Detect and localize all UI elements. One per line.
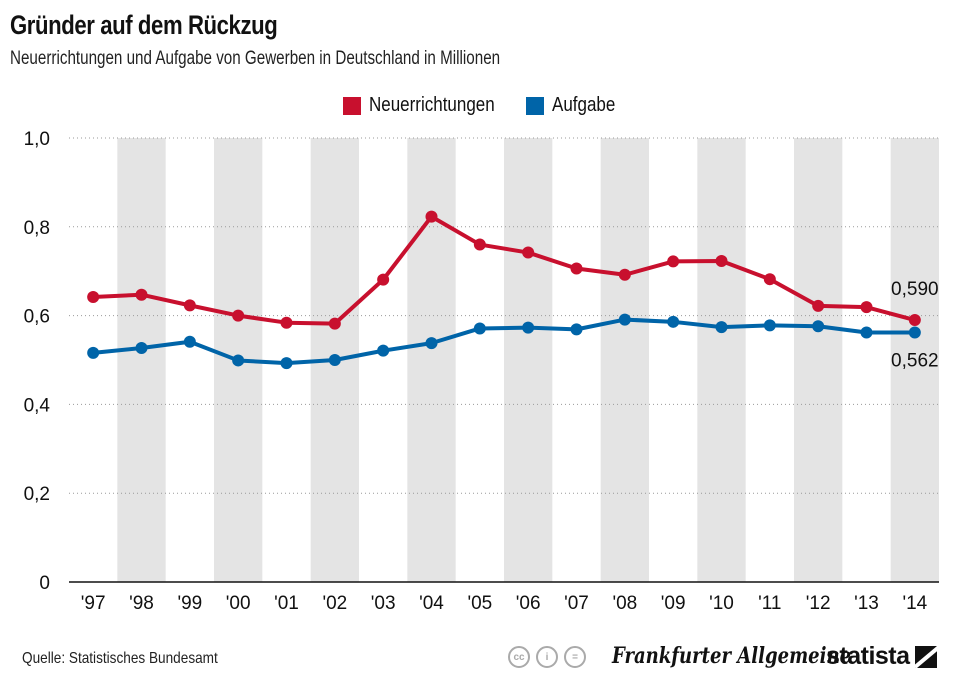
data-point-neuerrichtungen [908, 314, 921, 327]
data-point-neuerrichtungen [667, 255, 680, 268]
data-point-aufgabe [87, 346, 100, 359]
x-tick-label: '13 [854, 593, 879, 614]
x-tick-label: '11 [758, 593, 781, 614]
data-point-neuerrichtungen [87, 290, 100, 303]
y-tick-label: 0 [39, 573, 50, 594]
statista-wordmark: statista [826, 642, 910, 670]
data-point-neuerrichtungen [570, 262, 583, 275]
data-point-neuerrichtungen [232, 309, 245, 322]
data-point-neuerrichtungen [328, 317, 341, 330]
chart-title: Gründer auf dem Rückzug [10, 10, 278, 40]
legend-item-neuerrichtungen: Neuerrichtungen [343, 94, 517, 117]
x-tick-label: '06 [516, 593, 541, 614]
column-band [697, 138, 746, 582]
data-point-neuerrichtungen [715, 254, 728, 267]
legend-swatch-aufgabe [526, 96, 544, 115]
data-point-aufgabe [570, 323, 583, 336]
data-point-neuerrichtungen [377, 273, 390, 286]
series-line-neuerrichtungen [93, 214, 916, 326]
column-band [600, 138, 649, 582]
y-tick-label: 0,8 [24, 218, 50, 239]
x-tick-label: '03 [371, 593, 396, 614]
data-point-neuerrichtungen [618, 268, 631, 281]
data-point-aufgabe [183, 335, 196, 348]
x-tick-label: '97 [81, 593, 106, 614]
x-tick-label: '05 [467, 593, 492, 614]
x-tick-label: '04 [419, 593, 444, 614]
x-tick-label: '10 [709, 593, 734, 614]
data-point-aufgabe [135, 342, 148, 355]
x-tick-label: '12 [806, 593, 831, 614]
x-tick-label: '98 [129, 593, 154, 614]
cc-license-icon: cc [508, 646, 530, 668]
data-point-aufgabe [280, 357, 293, 370]
data-point-aufgabe [812, 320, 825, 333]
license-icons: cc i = [508, 646, 586, 668]
x-tick-label: '09 [661, 593, 686, 614]
data-point-aufgabe [715, 321, 728, 334]
attribution-icon: i [536, 646, 558, 668]
series-line-aufgabe [92, 317, 915, 366]
x-tick-label: '00 [226, 593, 251, 614]
data-point-neuerrichtungen [135, 288, 148, 301]
data-point-neuerrichtungen [280, 316, 293, 329]
statista-logo: statista [826, 642, 937, 671]
data-point-neuerrichtungen [812, 299, 825, 312]
data-point-aufgabe [763, 319, 776, 332]
x-tick-label: '01 [274, 593, 299, 614]
legend-item-aufgabe: Aufgabe [526, 94, 627, 117]
data-point-neuerrichtungen [183, 299, 196, 312]
data-point-aufgabe [860, 326, 873, 339]
data-point-aufgabe [473, 322, 486, 335]
y-tick-label: 0,6 [24, 307, 50, 328]
y-tick-label: 0,4 [24, 395, 51, 416]
data-point-neuerrichtungen [522, 246, 535, 259]
chart-legend: Neuerrichtungen Aufgabe [0, 94, 960, 124]
data-point-aufgabe [522, 321, 535, 334]
legend-swatch-neuerrichtungen [343, 96, 361, 115]
data-point-aufgabe [328, 354, 341, 366]
x-tick-label: '14 [902, 593, 927, 614]
column-band [794, 138, 843, 582]
data-point-neuerrichtungen [473, 238, 486, 251]
y-tick-label: 0,2 [24, 484, 50, 505]
x-tick-label: '08 [612, 593, 637, 614]
end-value-label-aufgabe: 0,562 [891, 350, 939, 371]
y-tick-label: 1,0 [24, 129, 50, 150]
data-point-neuerrichtungen [763, 273, 776, 286]
chart-subtitle: Neuerrichtungen und Aufgabe von Gewerben… [10, 48, 501, 69]
no-derivatives-icon: = [564, 646, 586, 668]
faz-logo: Frankfurter Allgemeine [612, 643, 852, 669]
column-band [890, 138, 939, 582]
data-point-aufgabe [377, 344, 390, 357]
column-band [117, 138, 166, 582]
legend-label-neuerrichtungen: Neuerrichtungen [369, 94, 495, 116]
statista-mark-icon [914, 645, 937, 668]
column-band [407, 138, 456, 582]
data-point-aufgabe [908, 326, 921, 339]
data-point-aufgabe [618, 313, 631, 326]
data-point-aufgabe [667, 315, 680, 328]
column-band [504, 138, 553, 582]
x-tick-label: '02 [322, 593, 347, 614]
x-tick-label: '07 [564, 593, 589, 614]
data-point-aufgabe [425, 337, 438, 350]
data-point-aufgabe [232, 354, 245, 367]
data-point-neuerrichtungen [860, 301, 873, 314]
legend-label-aufgabe: Aufgabe [552, 94, 616, 116]
data-point-neuerrichtungen [425, 210, 438, 223]
end-value-label-neuerrichtungen: 0,590 [891, 279, 939, 300]
x-tick-label: '99 [177, 593, 202, 614]
source-note: Quelle: Statistisches Bundesamt [22, 650, 218, 667]
